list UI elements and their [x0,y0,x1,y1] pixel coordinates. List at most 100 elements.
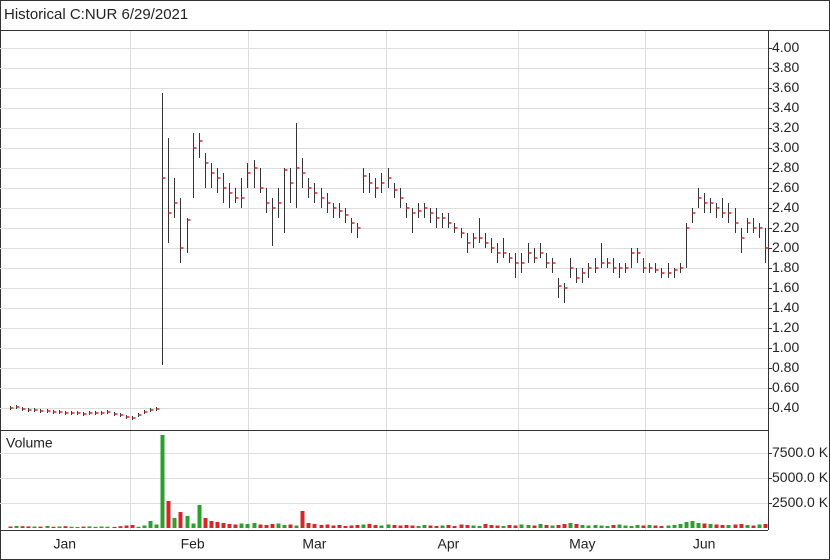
volume-bar [361,524,366,528]
volume-bar [745,525,750,528]
volume-bar [45,526,50,528]
volume-bar [538,524,543,528]
volume-bar [331,525,336,528]
volume-bar [739,524,744,528]
volume-bar [112,526,117,528]
volume-bar [367,524,372,528]
volume-bar [471,525,476,528]
volume-bar [519,524,524,528]
volume-bar [702,523,707,528]
y-tick-label: 3.20 [772,119,799,135]
volume-bar [142,525,147,528]
volume-bar [270,524,275,528]
volume-bar [258,524,263,528]
volume-bar [404,525,409,528]
volume-bar [373,525,378,528]
volume-bar [526,525,531,528]
volume-bar [81,526,86,528]
volume-bar [276,523,281,528]
y-tick-label: 2.60 [772,179,799,195]
volume-bar [532,525,537,528]
volume-bar [410,525,415,528]
volume-bar [209,521,214,528]
volume-bar [203,518,208,528]
volume-bar [465,525,470,528]
volume-bar [264,525,269,528]
y-tick-label: 2.80 [772,159,799,175]
volume-bar [32,526,37,528]
y-tick-label: 0.40 [772,399,799,415]
y-tick-label: 3.00 [772,139,799,155]
volume-bar [477,526,482,528]
volume-bar [568,523,573,528]
volume-bar [319,525,324,528]
volume-bar [8,526,13,528]
volume-bar [282,525,287,528]
volume-bar [495,525,500,528]
volume-bar [20,526,25,528]
volume-bar [635,525,640,528]
volume-bar [14,526,19,528]
volume-bar [197,505,202,528]
volume-bar [294,525,299,528]
volume-bar [733,524,738,528]
volume-bar [726,525,731,528]
volume-bar [349,525,354,528]
volume-bar [489,525,494,528]
y-tick-label: 1.20 [772,319,799,335]
volume-bar [556,525,561,528]
volume-bar [379,525,384,528]
volume-bar [252,523,257,528]
volume-bar [428,525,433,528]
volume-bar [434,526,439,528]
y-tick-label: 7500.0 K [772,444,829,460]
volume-bar [392,525,397,528]
volume-bar [312,524,317,528]
x-tick-label: Apr [437,536,459,552]
y-tick-label: 0.80 [772,359,799,375]
volume-bar [416,526,421,528]
volume-bar [130,525,135,528]
volume-bar [386,524,391,528]
volume-bar [507,525,512,528]
volume-bar [690,521,695,528]
volume-bar [641,525,646,528]
volume-bar [666,525,671,528]
volume-bar [191,523,196,528]
volume-bar [99,526,104,528]
volume-bar [172,518,177,528]
volume-bar [300,511,305,528]
y-tick-label: 5000.0 K [772,469,829,485]
volume-bar [617,524,622,528]
volume-bar [593,525,598,528]
volume-bar [678,524,683,528]
volume-bar [550,525,555,528]
volume-bar [501,526,506,528]
volume-bar [306,523,311,528]
volume-bar [215,522,220,528]
volume-bar [63,526,68,528]
y-tick-label: 0.60 [772,379,799,395]
volume-bar [544,525,549,528]
volume-bar [136,526,141,528]
volume-bar [599,525,604,528]
y-tick-label: 1.60 [772,279,799,295]
volume-bar [720,525,725,528]
volume-bar [154,524,159,528]
volume-bar [574,524,579,528]
volume-bar [562,524,567,528]
volume-bar [245,524,250,528]
volume-bar [166,501,171,528]
volume-bar [227,524,232,528]
volume-bar [459,524,464,528]
volume-bar [124,525,129,528]
volume-bar [93,526,98,528]
volume-bar [239,523,244,528]
y-tick-label: 2.00 [772,239,799,255]
x-tick-label: Feb [181,536,205,552]
volume-bar [51,526,56,528]
volume-bar [763,524,768,528]
volume-bar [672,525,677,528]
volume-bar [611,525,616,528]
